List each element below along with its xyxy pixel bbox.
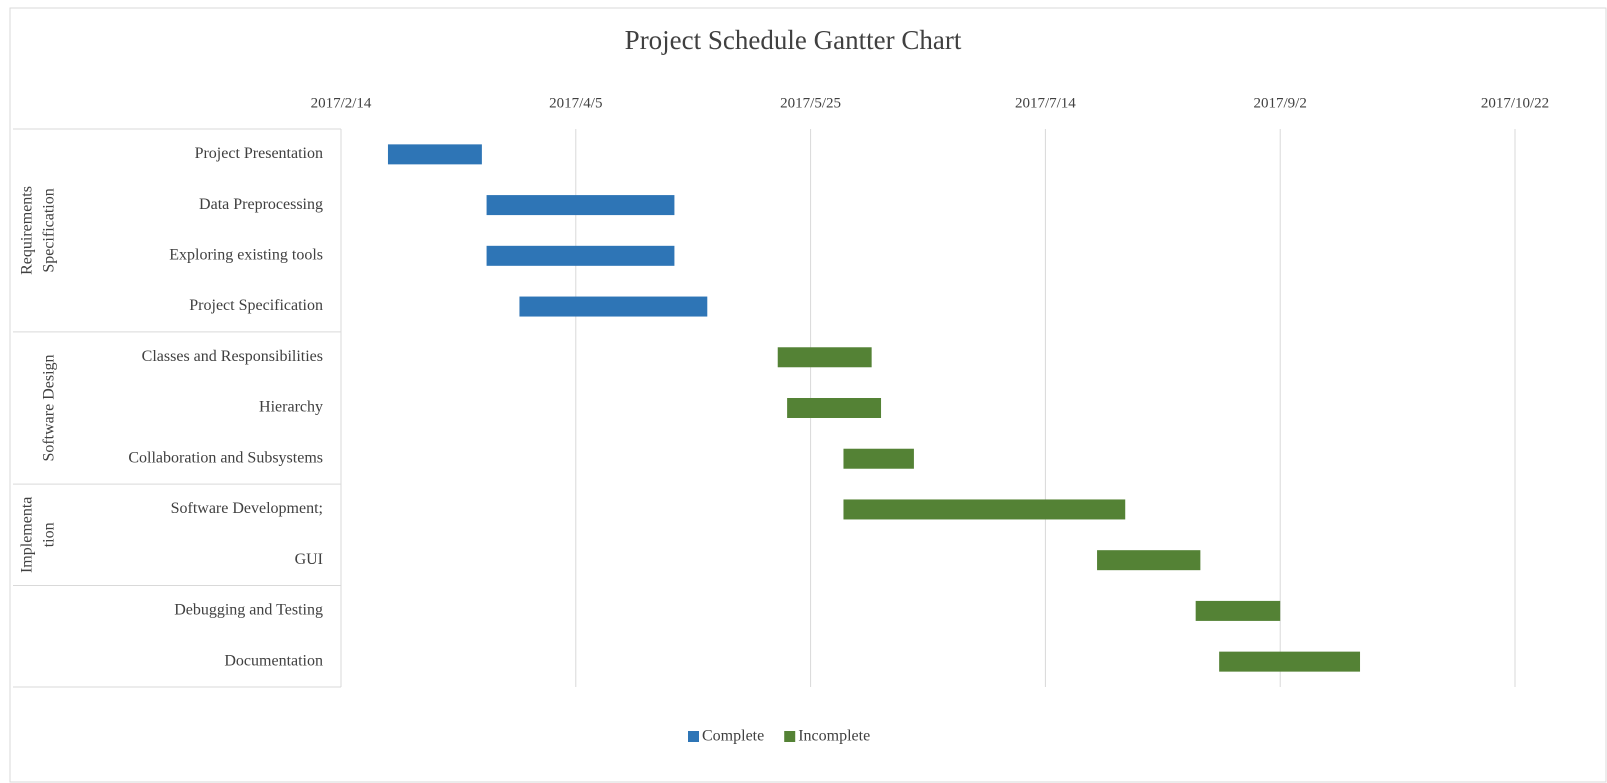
category-label: Exploring existing tools xyxy=(169,246,323,263)
category-label: Hierarchy xyxy=(259,399,323,416)
legend-label: Complete xyxy=(702,728,764,745)
x-tick-label: 2017/5/25 xyxy=(780,95,841,111)
category-label: Project Presentation xyxy=(195,145,323,162)
category-label: GUI xyxy=(295,551,323,568)
bar xyxy=(387,144,482,165)
group-label: Specification xyxy=(41,188,58,272)
group-label: tion xyxy=(41,522,58,547)
category-label: Data Preprocessing xyxy=(199,196,323,213)
x-tick-label: 2017/10/22 xyxy=(1481,95,1549,111)
group-label: Requirements xyxy=(19,186,36,275)
bar xyxy=(777,347,872,368)
bar xyxy=(1195,600,1281,621)
bar xyxy=(486,245,675,266)
group-label: Implementa xyxy=(19,497,36,573)
x-tick-label: 2017/9/2 xyxy=(1254,95,1307,111)
bar xyxy=(519,296,708,317)
group-label: Software Design xyxy=(41,354,58,461)
category-label: Collaboration and Subsystems xyxy=(128,449,323,466)
bar xyxy=(843,499,1126,520)
category-label: Classes and Responsibilities xyxy=(142,348,323,365)
bar xyxy=(843,448,914,469)
legend-label: Incomplete xyxy=(798,728,870,745)
legend-swatch xyxy=(784,731,796,742)
chart-title: Project Schedule Gantter Chart xyxy=(625,25,962,55)
bar xyxy=(1219,651,1361,672)
category-label: Documentation xyxy=(224,652,323,669)
category-label: Debugging and Testing xyxy=(174,602,323,619)
chart-border xyxy=(9,7,1607,783)
bar xyxy=(1097,550,1201,571)
category-label: Project Specification xyxy=(189,297,323,314)
x-tick-label: 2017/7/14 xyxy=(1015,95,1076,111)
category-label: Software Development; xyxy=(171,500,323,517)
x-tick-label: 2017/2/14 xyxy=(311,95,372,111)
bar xyxy=(486,195,675,216)
legend-swatch xyxy=(688,731,699,742)
bar xyxy=(787,398,882,418)
x-tick-label: 2017/4/5 xyxy=(549,95,602,111)
